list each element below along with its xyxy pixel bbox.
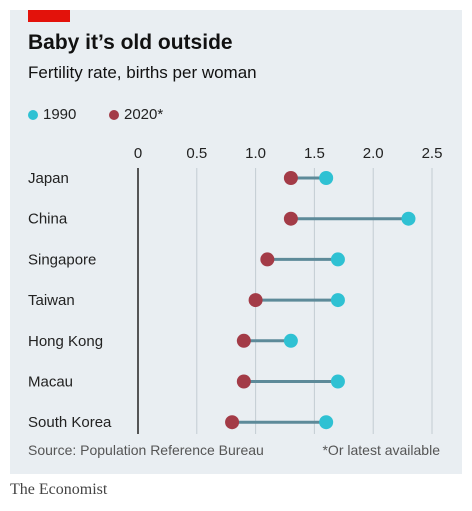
data-point-1990 xyxy=(319,171,334,185)
chart-subtitle: Fertility rate, births per woman xyxy=(28,63,257,82)
x-tick-label: 0.5 xyxy=(186,145,207,162)
x-tick-label: 1.5 xyxy=(304,145,325,162)
x-tick-label: 2.0 xyxy=(363,145,384,162)
data-point-1990 xyxy=(283,333,298,348)
category-label: Macau xyxy=(28,374,73,391)
data-point-2020 xyxy=(283,171,298,185)
category-label: Hong Kong xyxy=(28,333,103,350)
legend-swatch-2020 xyxy=(109,109,119,120)
data-point-1990 xyxy=(319,415,334,430)
data-point-2020 xyxy=(283,211,298,226)
data-point-1990 xyxy=(330,293,345,308)
publisher-logo: The Economist xyxy=(10,481,108,498)
data-point-1990 xyxy=(401,211,416,226)
dot-plot: 0 0.5 1.0 1.5 2.0 2.5 Japan China Singapore Taiwa… xyxy=(28,145,443,434)
x-tick-label: 0 xyxy=(134,145,142,162)
chart-panel: Baby it’s old outside Fertility rate, bi… xyxy=(10,10,462,474)
data-point-1990 xyxy=(330,252,345,267)
footnote: *Or latest available xyxy=(322,442,440,458)
x-tick-label: 2.5 xyxy=(422,145,443,162)
data-point-2020 xyxy=(248,293,263,308)
brand-accent-bar xyxy=(28,10,70,22)
category-label: Japan xyxy=(28,170,69,187)
x-tick-label: 1.0 xyxy=(245,145,266,162)
legend-label-2020: 2020* xyxy=(124,106,164,123)
legend-item-1990: 1990 xyxy=(28,106,76,123)
data-point-1990 xyxy=(330,374,345,389)
data-point-2020 xyxy=(225,415,240,430)
legend-swatch-1990 xyxy=(28,109,38,120)
category-label: China xyxy=(28,211,68,228)
data-point-2020 xyxy=(236,374,251,389)
data-point-2020 xyxy=(236,333,251,348)
category-label: South Korea xyxy=(28,414,112,431)
legend-item-2020: 2020* xyxy=(109,106,163,123)
source-note: Source: Population Reference Bureau xyxy=(28,442,264,458)
category-label: Taiwan xyxy=(28,292,75,309)
legend-label-1990: 1990 xyxy=(43,106,77,123)
chart-title: Baby it’s old outside xyxy=(28,31,233,54)
data-point-2020 xyxy=(260,252,275,267)
category-label: Singapore xyxy=(28,251,96,268)
